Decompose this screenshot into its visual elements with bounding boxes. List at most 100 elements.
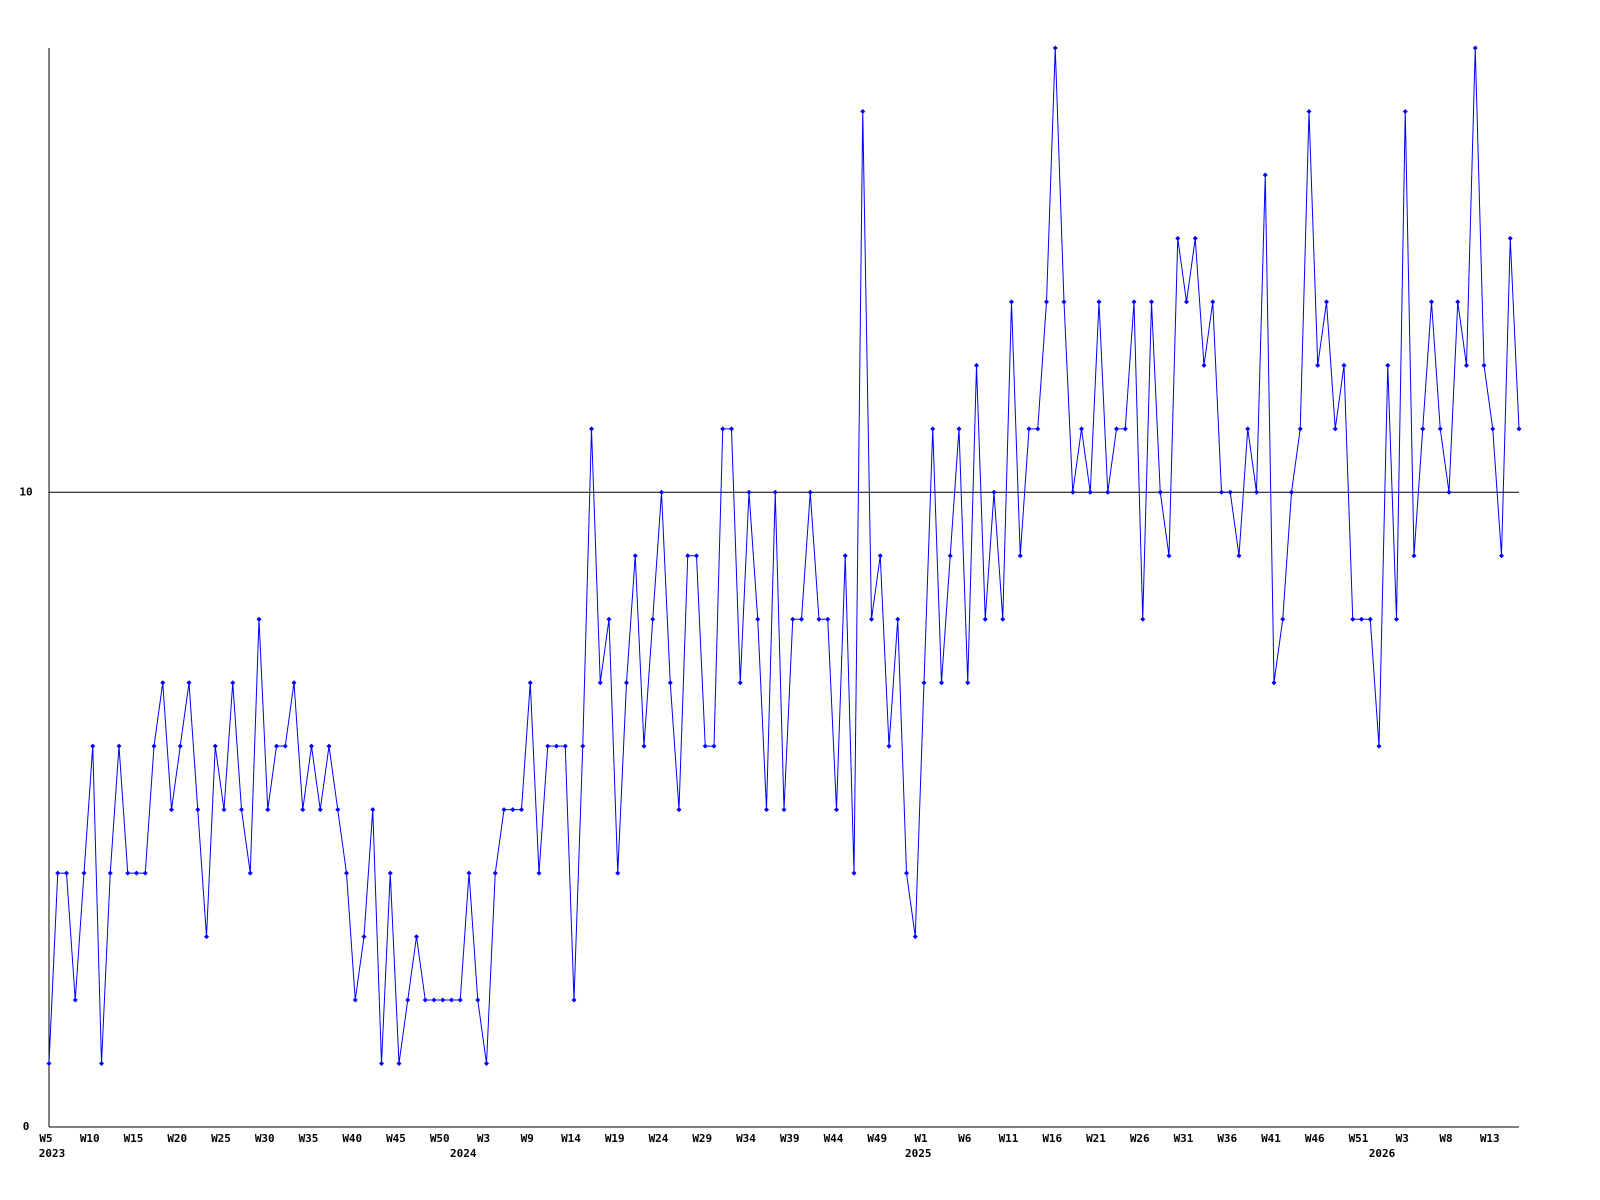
x-tick-label: W51	[1349, 1132, 1369, 1145]
data-point	[81, 870, 87, 876]
data-point	[562, 743, 568, 749]
data-point	[877, 553, 883, 559]
data-point	[1411, 553, 1417, 559]
data-point	[1507, 235, 1513, 241]
data-point	[335, 807, 341, 813]
x-tick-label: W25	[211, 1132, 231, 1145]
data-point	[1394, 616, 1399, 622]
data-point	[475, 997, 481, 1003]
data-point	[711, 743, 717, 749]
data-point	[1516, 426, 1522, 432]
x-tick-label: W40	[342, 1132, 362, 1145]
data-point	[597, 680, 603, 686]
data-point	[265, 807, 271, 813]
data-point	[492, 870, 498, 876]
year-label: 2025	[905, 1147, 932, 1160]
data-point	[361, 934, 367, 940]
data-point	[825, 616, 831, 622]
data-point	[46, 1061, 52, 1067]
data-line	[48, 47, 1520, 1064]
data-point	[1184, 299, 1189, 305]
data-point	[431, 997, 437, 1003]
data-point	[650, 616, 656, 622]
data-point	[860, 108, 866, 114]
data-point	[1420, 426, 1426, 432]
data-point	[1367, 616, 1373, 622]
x-tick-label: W11	[999, 1132, 1019, 1145]
x-tick-label: W30	[255, 1132, 275, 1145]
data-point	[405, 997, 411, 1003]
data-point	[160, 680, 166, 686]
data-point	[1402, 108, 1408, 114]
x-tick-label: W13	[1480, 1132, 1500, 1145]
data-point	[816, 616, 822, 622]
year-label: 2023	[39, 1147, 66, 1160]
data-point	[790, 616, 796, 622]
data-point	[396, 1061, 402, 1067]
data-point	[125, 870, 131, 876]
data-point	[1017, 553, 1023, 559]
x-tick-label: W19	[605, 1132, 625, 1145]
data-point	[212, 743, 218, 749]
data-point	[142, 870, 148, 876]
data-point	[1140, 616, 1146, 622]
data-point	[834, 807, 839, 813]
data-point	[580, 743, 586, 749]
x-tick-label: W49	[867, 1132, 887, 1145]
data-point	[527, 680, 533, 686]
x-tick-label: W36	[1217, 1132, 1237, 1145]
data-point	[930, 426, 936, 432]
x-tick-label: W3	[477, 1132, 490, 1145]
data-point	[1035, 426, 1041, 432]
x-tick-label: W10	[80, 1132, 100, 1145]
data-point	[737, 680, 743, 686]
data-point	[247, 870, 253, 876]
data-point	[1271, 680, 1277, 686]
data-point	[291, 680, 297, 686]
data-point	[1297, 426, 1303, 432]
data-point	[510, 807, 516, 813]
data-point	[204, 934, 209, 940]
data-point	[1341, 362, 1347, 368]
data-point	[869, 616, 874, 622]
x-tick-label: W35	[299, 1132, 319, 1145]
data-point	[545, 743, 551, 749]
data-point	[624, 680, 629, 686]
data-point	[239, 807, 244, 813]
year-label: 2024	[450, 1147, 477, 1160]
x-tick-label: W15	[124, 1132, 144, 1145]
data-point	[1306, 108, 1312, 114]
data-point	[1472, 45, 1478, 51]
data-point	[1026, 426, 1032, 432]
data-point	[694, 553, 699, 559]
x-tick-label: W31	[1174, 1132, 1194, 1145]
data-point	[1490, 426, 1496, 432]
data-point	[1464, 362, 1469, 368]
data-point	[571, 997, 577, 1003]
x-tick-label: W8	[1439, 1132, 1452, 1145]
data-point	[1009, 299, 1014, 305]
data-point	[352, 997, 358, 1003]
data-point	[1149, 299, 1154, 305]
x-tick-label: W46	[1305, 1132, 1325, 1145]
data-point	[851, 870, 857, 876]
data-point	[554, 743, 559, 749]
data-point	[1446, 489, 1452, 495]
data-point	[1437, 426, 1443, 432]
data-point	[912, 934, 918, 940]
data-point	[1122, 426, 1128, 432]
data-point	[1359, 616, 1364, 622]
data-point	[177, 743, 183, 749]
data-point	[1332, 426, 1338, 432]
data-point	[64, 870, 69, 876]
data-point	[606, 616, 612, 622]
data-point	[965, 680, 971, 686]
data-point	[99, 1061, 104, 1067]
data-point	[484, 1061, 489, 1067]
data-point	[799, 616, 804, 622]
data-point	[1254, 489, 1259, 495]
data-point	[921, 680, 927, 686]
x-tick-label: W9	[521, 1132, 534, 1145]
x-tick-label: W26	[1130, 1132, 1150, 1145]
data-point	[379, 1061, 384, 1067]
